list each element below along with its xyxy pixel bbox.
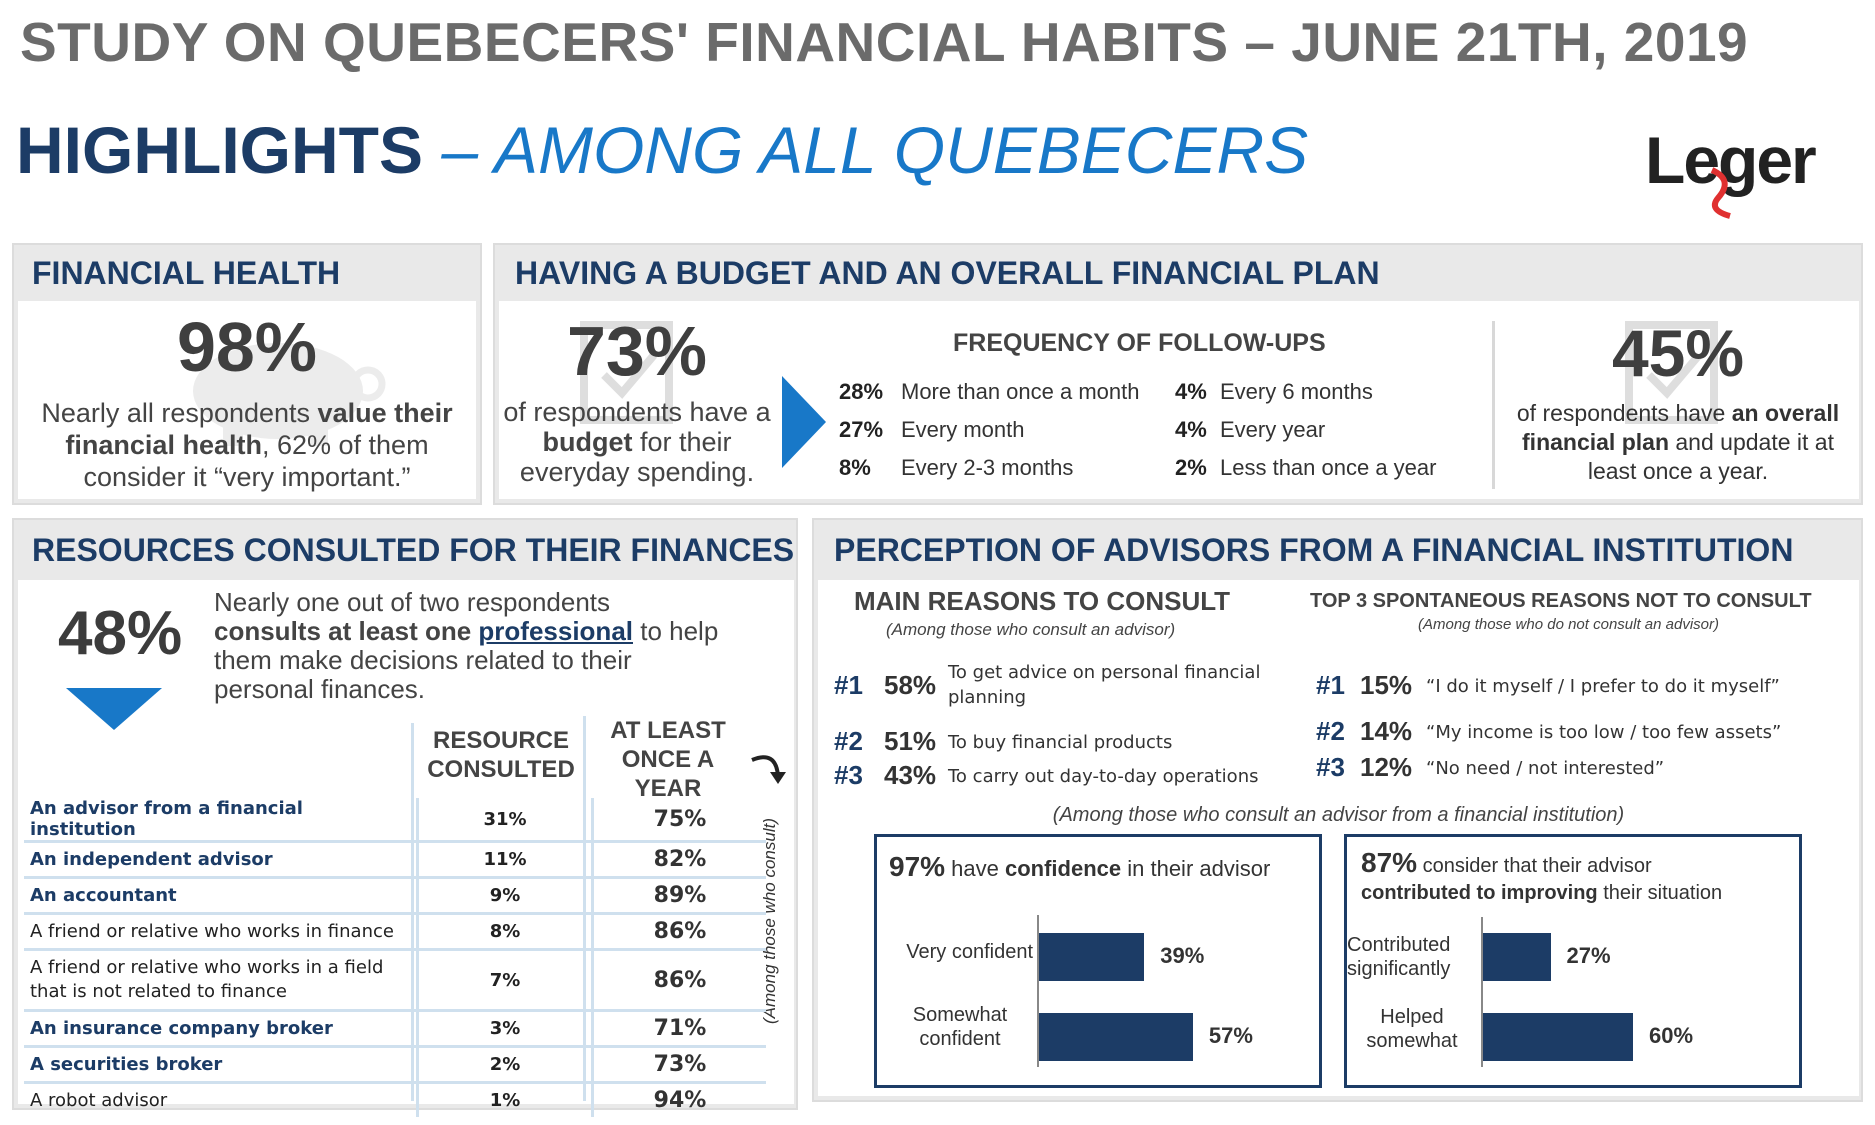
freq-item: 4% Every 6 months: [1175, 379, 1373, 404]
highlights-heading: HIGHLIGHTS – AMONG ALL QUEBECERS: [16, 112, 1308, 188]
arrow-right-icon: [782, 376, 826, 468]
logo-red-curve: [1710, 167, 1731, 219]
table-row: An accountant 9% 89%: [24, 877, 766, 915]
perception-heading: PERCEPTION OF ADVISORS FROM A FINANCIAL …: [834, 532, 1794, 568]
resources-desc: Nearly one out of two respondents consul…: [214, 587, 719, 704]
freq-item: 27% Every month: [839, 417, 1025, 442]
among-fi-note: (Among those who consult an advisor from…: [1052, 804, 1625, 826]
piggy-bank-icon: [193, 343, 386, 446]
financial-health-heading: FINANCIAL HEALTH: [32, 255, 341, 291]
table-row: A robot advisor 1% 94%: [24, 1082, 766, 1117]
financial-health-text: Nearly all respondents value their finan…: [41, 398, 453, 492]
col-at-least-once: AT LEAST ONCE A YEAR: [610, 717, 726, 802]
highlights-main: HIGHLIGHTS: [16, 113, 423, 187]
financial-health-pct: 98%: [176, 308, 318, 386]
table-row: A securities broker 2% 73%: [24, 1046, 766, 1084]
report-title: STUDY ON QUEBECERS' FINANCIAL HABITS – J…: [20, 11, 1749, 73]
confidence-headline: 97% have confidence in their advisor: [889, 851, 1271, 882]
freq-title: FREQUENCY OF FOLLOW-UPS: [953, 329, 1326, 357]
highlights-sub: – AMONG ALL QUEBECERS: [441, 113, 1309, 187]
table-row: An independent advisor 11% 82%: [24, 841, 766, 879]
resources-panel: RESOURCES CONSULTED FOR THEIR FINANCES 4…: [12, 518, 798, 1117]
bar-value: 60%: [1649, 1023, 1694, 1048]
col-resource-consulted: RESOURCE CONSULTED: [427, 727, 575, 783]
financial-health-panel: FINANCIAL HEALTH 98% Nearly all responde…: [12, 243, 482, 505]
bar-somewhat-confident: [1039, 1013, 1193, 1061]
improve-box: 87% consider that their advisor contribu…: [1344, 834, 1802, 1088]
plan-text: of respondents have an overall financial…: [1516, 400, 1840, 484]
bar-very-confident: [1039, 933, 1145, 981]
leger-logo: Leger: [1645, 123, 1817, 197]
main-reasons-sub: (Among those who consult an advisor): [886, 620, 1176, 639]
bar-value: 57%: [1208, 1023, 1253, 1048]
freq-item: 4% Every year: [1175, 417, 1326, 442]
not-consult-sub: (Among those who do not consult an advis…: [1418, 616, 1720, 633]
resources-heading: RESOURCES CONSULTED FOR THEIR FINANCES: [32, 532, 795, 568]
improve-headline: 87% consider that their advisor contribu…: [1361, 847, 1723, 905]
freq-item: 8% Every 2-3 months: [839, 455, 1074, 480]
budget-panel: HAVING A BUDGET AND AN OVERALL FINANCIAL…: [493, 243, 1863, 505]
confidence-box: 97% have confidence in their advisor Ver…: [874, 834, 1322, 1088]
table-row: An advisor from a financial institution 3…: [24, 798, 766, 843]
table-row: A friend or relative who works in financ…: [24, 913, 766, 951]
perception-panel: PERCEPTION OF ADVISORS FROM A FINANCIAL …: [812, 518, 1863, 1102]
resources-table: An advisor from a financial institution 3…: [24, 798, 766, 1117]
clipboard-icon: [1625, 321, 1718, 424]
arrow-down-icon: [66, 688, 162, 730]
budget-text: of respondents have a budget for their e…: [503, 397, 771, 487]
bar-contributed-significantly: [1483, 933, 1551, 981]
bar-label: Somewhat confident: [912, 1004, 1008, 1050]
freq-item: 28% More than once a month: [839, 379, 1140, 404]
bar-label: Contributed significantly: [1347, 934, 1451, 980]
bar-value: 39%: [1160, 943, 1205, 968]
clipboard-icon: [580, 321, 673, 424]
bar-label: Very confident: [906, 941, 1033, 963]
bar-value: 27%: [1566, 943, 1611, 968]
bar-helped-somewhat: [1483, 1013, 1633, 1061]
bar-label: Helped somewhat: [1366, 1006, 1458, 1052]
curved-arrow-icon: [751, 755, 786, 784]
professional-link[interactable]: professional: [478, 616, 633, 646]
budget-pct: 73%: [566, 312, 708, 390]
divider: [1492, 321, 1495, 489]
budget-heading: HAVING A BUDGET AND AN OVERALL FINANCIAL…: [515, 255, 1380, 291]
not-consult-title: TOP 3 SPONTANEOUS REASONS NOT TO CONSULT: [1310, 590, 1812, 612]
resources-pct: 48%: [58, 599, 183, 668]
plan-pct: 45%: [1611, 316, 1745, 390]
freq-item: 2% Less than once a year: [1175, 455, 1437, 480]
table-row: A friend or relative who works in a fiel…: [24, 949, 766, 1012]
main-reasons-title: MAIN REASONS TO CONSULT: [854, 586, 1231, 616]
table-row: An insurance company broker 3% 71%: [24, 1010, 766, 1048]
